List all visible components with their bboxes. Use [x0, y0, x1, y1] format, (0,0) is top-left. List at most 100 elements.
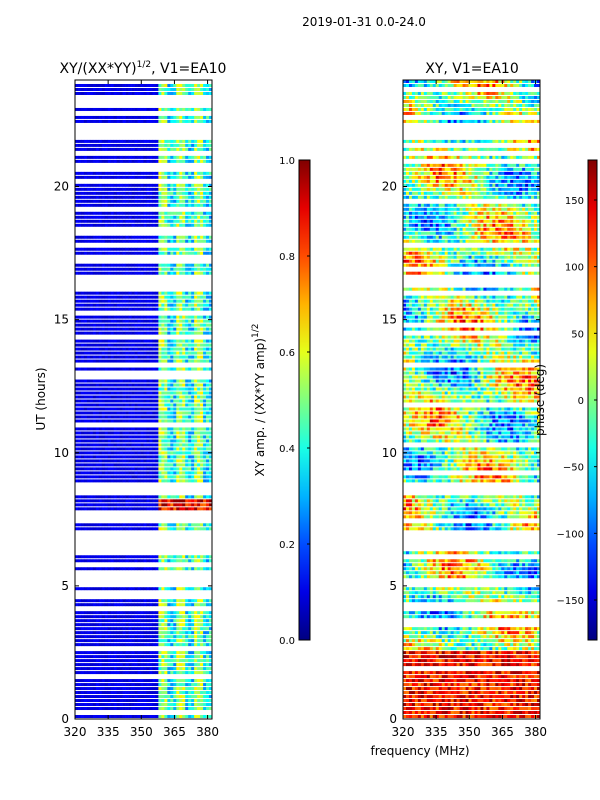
heatmap-cell: [197, 655, 201, 659]
heatmap-cell: [164, 203, 168, 207]
heatmap-cell: [197, 303, 201, 307]
heatmap-cell: [110, 699, 115, 703]
heatmap-cell: [134, 707, 138, 711]
heatmap-cell: [158, 323, 162, 327]
heatmap-cell: [89, 615, 94, 619]
heatmap-cell: [203, 291, 207, 295]
heatmap-cell: [191, 495, 195, 499]
heatmap-cell: [179, 155, 183, 159]
heatmap-cell: [98, 443, 103, 447]
heatmap-cell: [83, 715, 88, 719]
heatmap-cell: [116, 707, 120, 711]
heatmap-cell: [155, 411, 159, 415]
heatmap-cell: [110, 291, 115, 295]
heatmap-cell: [116, 247, 120, 251]
heatmap-cell: [209, 655, 213, 659]
heatmap-cell: [152, 295, 156, 299]
heatmap-cell: [155, 247, 159, 251]
heatmap-cell: [131, 619, 135, 623]
heatmap-cell: [197, 635, 201, 639]
heatmap-cell: [176, 443, 180, 447]
heatmap-cell: [158, 395, 162, 399]
heatmap-cell: [164, 155, 168, 159]
heatmap-cell: [140, 447, 144, 451]
heatmap-cell: [146, 683, 150, 687]
heatmap-cell: [80, 171, 85, 175]
heatmap-cell: [209, 307, 213, 311]
heatmap-cell: [191, 219, 195, 223]
heatmap-cell: [131, 191, 135, 195]
heatmap-cell: [206, 679, 210, 683]
heatmap-cell: [92, 367, 97, 371]
heatmap-cell: [209, 523, 213, 527]
heatmap-cell: [194, 147, 198, 151]
heatmap-cell: [152, 407, 156, 411]
heatmap-cell: [140, 215, 144, 219]
heatmap-cell: [95, 267, 100, 271]
heatmap-cell: [158, 699, 162, 703]
heatmap-cell: [158, 619, 162, 623]
heatmap-cell: [200, 475, 204, 479]
heatmap-cell: [80, 679, 85, 683]
heatmap-cell: [92, 303, 97, 307]
heatmap-cell: [200, 523, 204, 527]
heatmap-cell: [170, 495, 174, 499]
heatmap-cell: [161, 555, 165, 559]
heatmap-cell: [104, 307, 109, 311]
heatmap-cell: [191, 107, 195, 111]
heatmap-cell: [185, 587, 189, 591]
heatmap-cell: [149, 235, 153, 239]
heatmap-cell: [119, 367, 123, 371]
heatmap-cell: [167, 315, 171, 319]
heatmap-cell: [197, 439, 201, 443]
heatmap-cell: [185, 463, 189, 467]
heatmap-cell: [206, 271, 210, 275]
heatmap-cell: [95, 635, 100, 639]
heatmap-cell: [95, 247, 100, 251]
heatmap-cell: [125, 203, 129, 207]
heatmap-cell: [173, 619, 177, 623]
heatmap-cell: [191, 391, 195, 395]
heatmap-cell: [206, 615, 210, 619]
heatmap-cell: [137, 87, 141, 91]
heatmap-cell: [75, 383, 79, 387]
heatmap-cell: [161, 223, 165, 227]
heatmap-cell: [185, 707, 189, 711]
heatmap-cell: [200, 707, 204, 711]
heatmap-cell: [137, 715, 141, 719]
heatmap-cell: [185, 419, 189, 423]
heatmap-cell: [143, 119, 147, 123]
heatmap-cell: [137, 507, 141, 511]
heatmap-cell: [152, 327, 156, 331]
heatmap-cell: [185, 319, 189, 323]
heatmap-cell: [86, 291, 91, 295]
heatmap-cell: [92, 615, 97, 619]
heatmap-cell: [119, 407, 123, 411]
heatmap-cell: [143, 439, 147, 443]
heatmap-cell: [140, 391, 144, 395]
heatmap-cell: [206, 291, 210, 295]
heatmap-cell: [119, 495, 123, 499]
heatmap-cell: [131, 187, 135, 191]
heatmap-cell: [161, 307, 165, 311]
heatmap-cell: [101, 359, 106, 363]
heatmap-cell: [95, 695, 100, 699]
heatmap-cell: [128, 203, 132, 207]
heatmap-cell: [182, 439, 186, 443]
heatmap-cell: [209, 315, 213, 319]
heatmap-cell: [179, 187, 183, 191]
heatmap-cell: [89, 175, 94, 179]
heatmap-cell: [170, 599, 174, 603]
heatmap-cell: [86, 271, 91, 275]
heatmap-cell: [101, 599, 106, 603]
heatmap-cell: [158, 623, 162, 627]
heatmap-cell: [143, 567, 147, 571]
heatmap-cell: [167, 523, 171, 527]
heatmap-cell: [143, 495, 147, 499]
heatmap-cell: [77, 479, 82, 483]
heatmap-cell: [83, 443, 88, 447]
heatmap-cell: [152, 587, 156, 591]
heatmap-cell: [77, 235, 82, 239]
heatmap-cell: [110, 419, 115, 423]
heatmap-cell: [131, 395, 135, 399]
